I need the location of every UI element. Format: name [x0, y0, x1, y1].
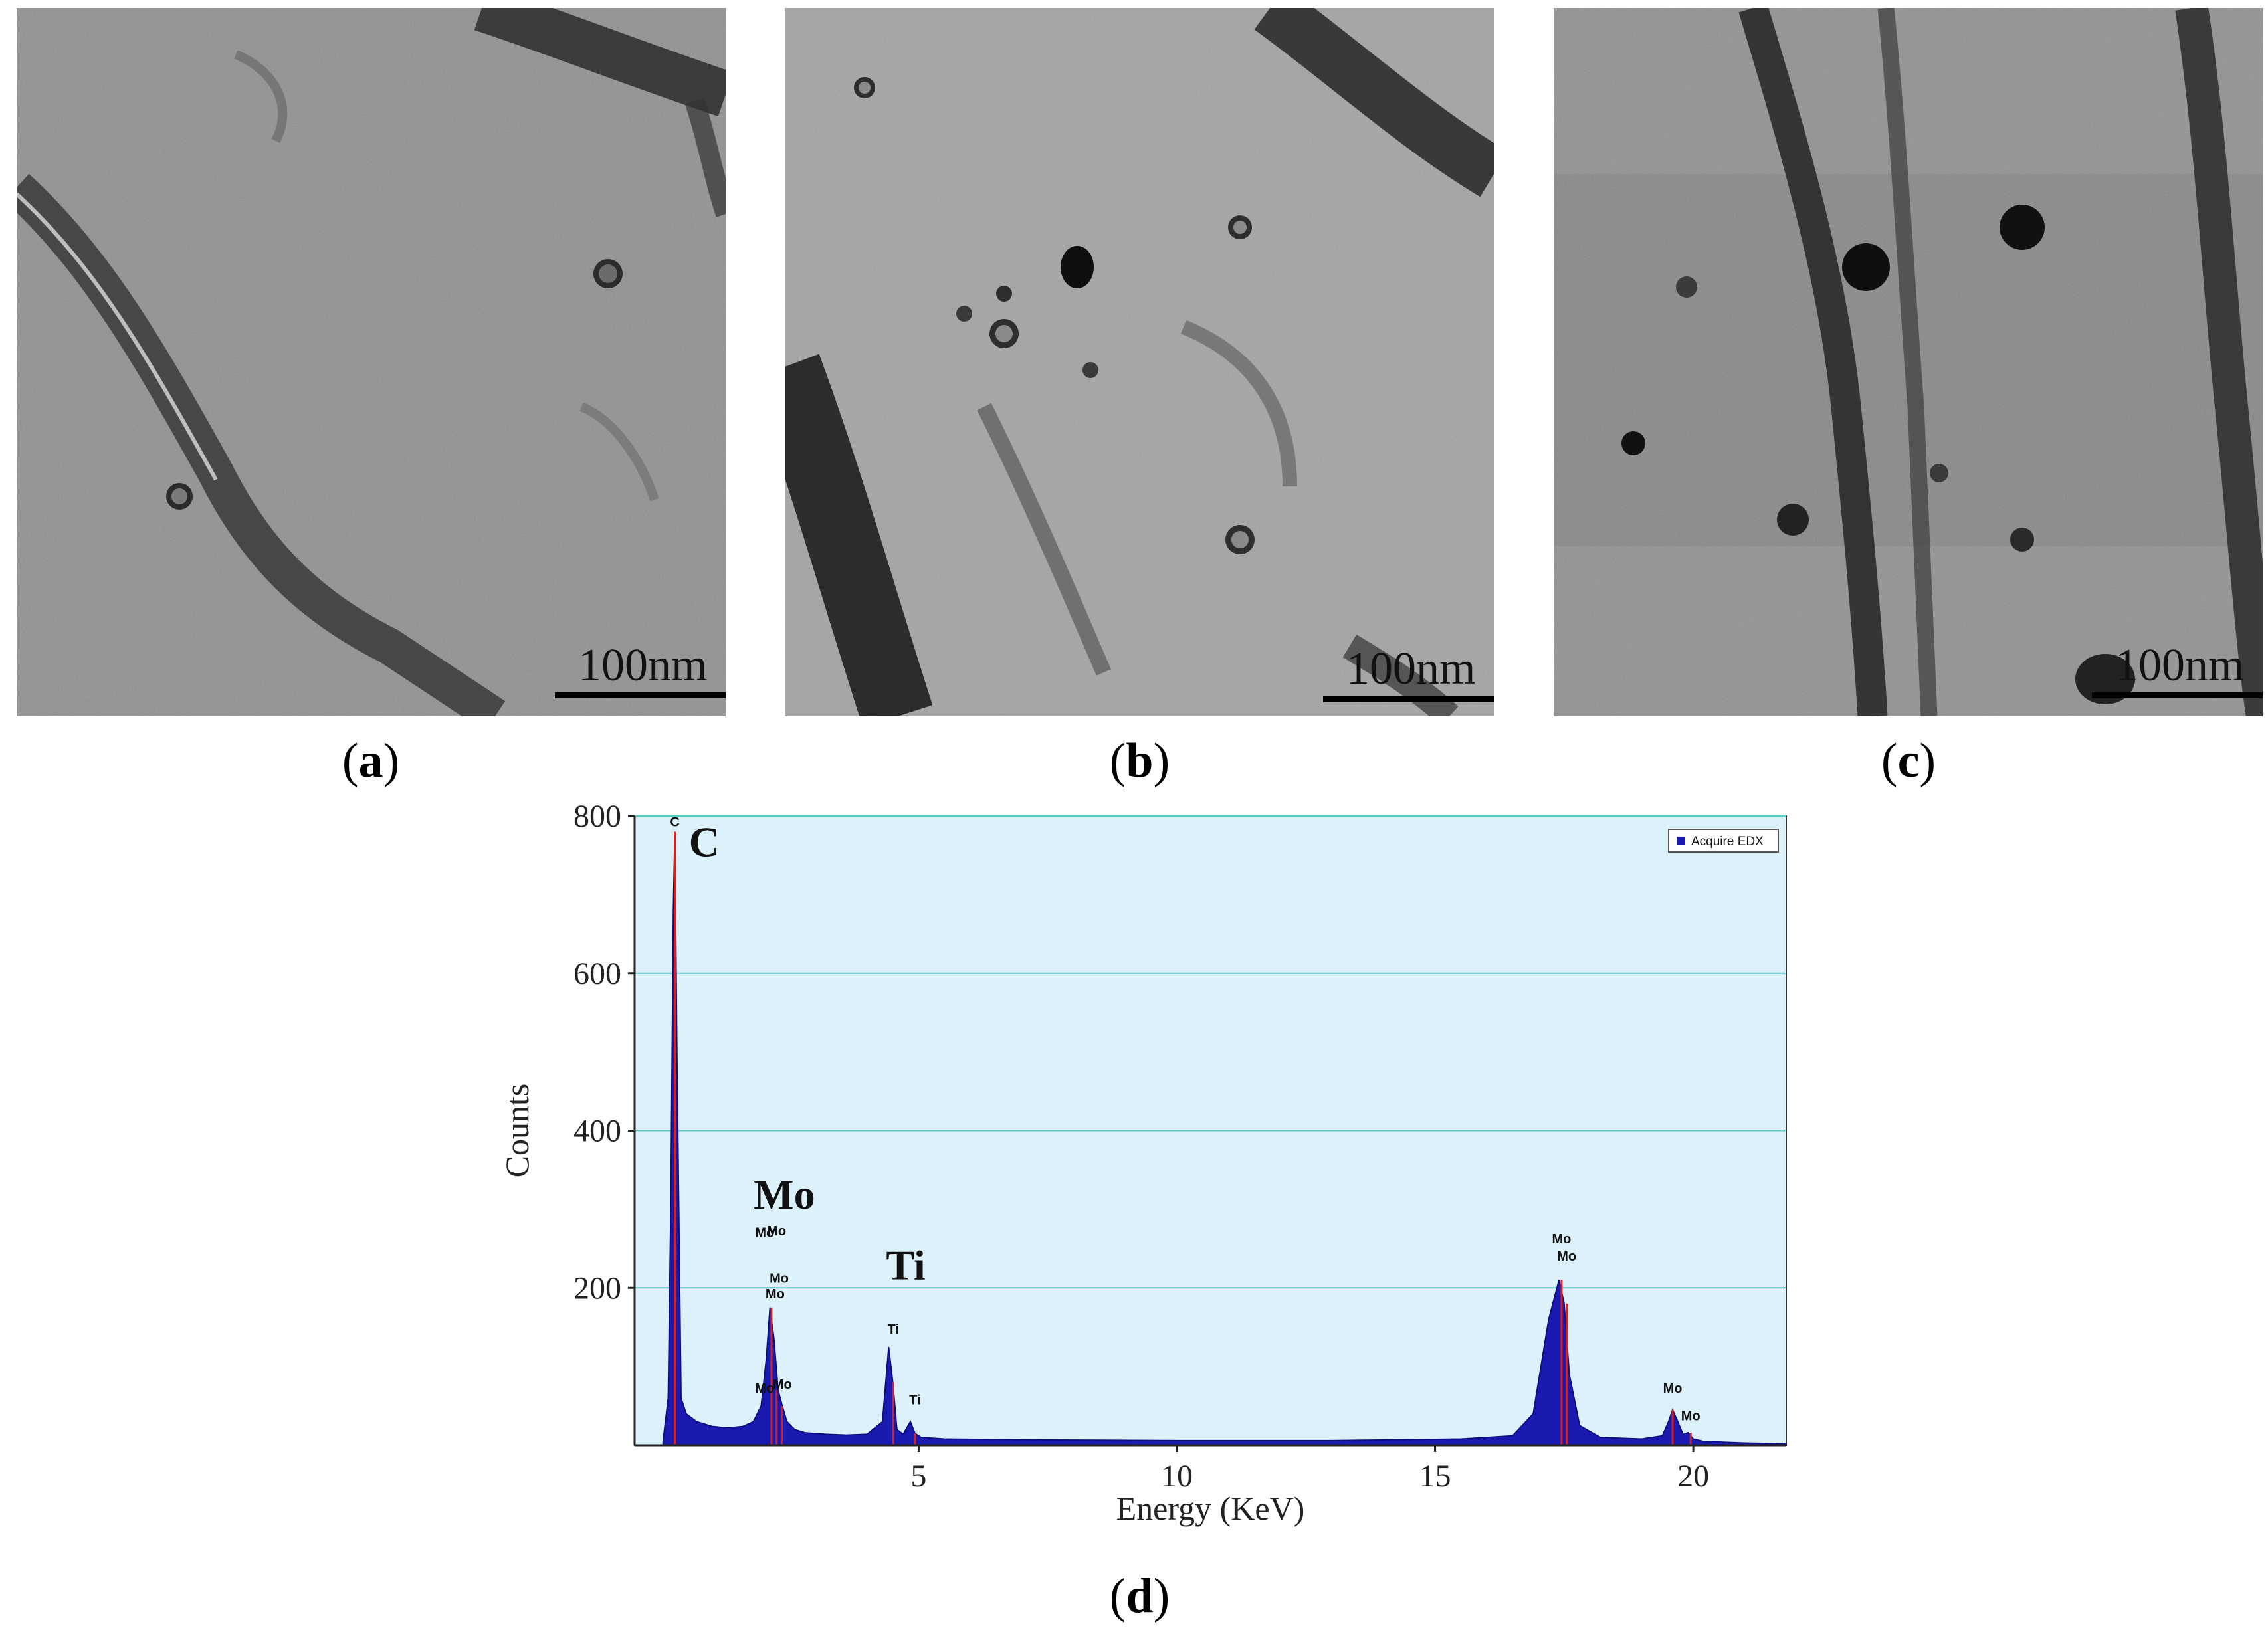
tem-image-a: 100nm: [17, 8, 726, 716]
peak-label: C: [670, 815, 679, 830]
element-annotation: Mo: [754, 1171, 815, 1218]
peak-label: Mo: [1681, 1409, 1701, 1423]
tem-image-c: 100nm: [1554, 8, 2263, 716]
tem-image-a-texture: [17, 8, 726, 716]
x-axis-ticks: 5 10 15 20: [910, 1445, 1709, 1494]
peak-label: Mo: [1552, 1232, 1572, 1247]
peak-label: Mo: [1663, 1381, 1683, 1396]
legend-box: [1668, 829, 1779, 853]
peak-label: Mo: [773, 1377, 792, 1392]
legend: Acquire EDX: [1668, 829, 1779, 853]
peak-label: Ti: [888, 1322, 899, 1337]
peak-label: Mo: [1557, 1249, 1576, 1264]
peak-markers: [674, 831, 1692, 1445]
scale-bar-label-b: 100nm: [1346, 643, 1476, 694]
peak-label: Mo: [766, 1287, 785, 1302]
legend-entry: Acquire EDX: [1691, 835, 1764, 849]
spectrum-area: [662, 831, 1787, 1446]
y-axis-label: Counts: [498, 1084, 536, 1178]
caption-d: (d): [1109, 1569, 1170, 1623]
peak-label: Mo: [755, 1226, 774, 1241]
caption-c: (c): [1881, 734, 1936, 788]
peak-label: Mo: [767, 1224, 786, 1239]
legend-swatch: [1677, 837, 1685, 845]
x-tick-label: 10: [1161, 1459, 1193, 1494]
y-tick-label: 400: [573, 1114, 621, 1149]
caption-b: (b): [1109, 734, 1170, 788]
scale-bar-label-c: 100nm: [2115, 640, 2245, 691]
x-tick-label: 15: [1419, 1459, 1451, 1494]
y-axis-ticks: 200 400 600 800: [573, 799, 635, 1306]
tem-image-b: 100nm: [785, 8, 1494, 716]
spectrum-series: [662, 831, 1787, 1446]
tem-image-c-texture: [1554, 8, 2263, 716]
y-tick-label: 200: [573, 1271, 621, 1306]
peak-label: Mo: [755, 1381, 774, 1396]
x-tick-label: 20: [1677, 1459, 1709, 1494]
peak-label: Mo: [770, 1271, 789, 1286]
x-axis-label: Energy (KeV): [1116, 1490, 1305, 1527]
scale-bar-label-a: 100nm: [578, 640, 708, 691]
scale-bar-c: [2092, 692, 2263, 698]
peak-label: Ti: [909, 1393, 920, 1408]
element-annotation: Ti: [886, 1241, 925, 1288]
gridlines: [635, 815, 1786, 1289]
y-tick-label: 600: [573, 956, 621, 991]
y-tick-label: 800: [573, 799, 621, 834]
caption-a: (a): [342, 734, 400, 788]
element-annotation: C: [689, 819, 720, 866]
x-tick-label: 5: [910, 1459, 926, 1494]
scale-bar-b: [1323, 696, 1494, 702]
scale-bar-a: [555, 692, 726, 698]
tem-image-b-texture: [785, 8, 1494, 716]
element-annotations: C Mo Ti: [689, 819, 926, 1289]
